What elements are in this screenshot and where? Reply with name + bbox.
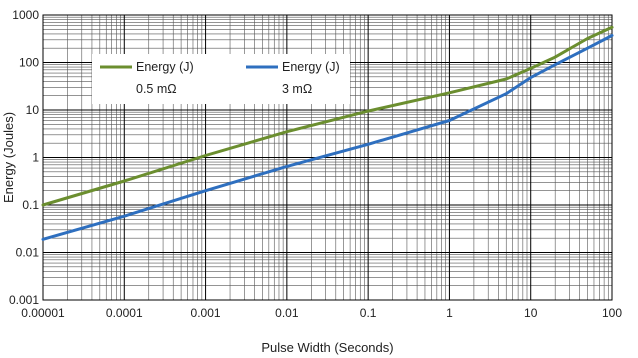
y-tick-label: 0.1 — [22, 198, 39, 212]
series-line-2 — [41, 34, 614, 241]
y-tick-label: 1 — [32, 151, 39, 165]
x-tick-label: 0.1 — [360, 306, 377, 320]
x-axis-title: Pulse Width (Seconds) — [261, 340, 393, 355]
series-line-1 — [41, 25, 614, 207]
y-axis-title: Energy (Joules) — [1, 112, 16, 203]
y-tick-labels: 0.001 0.01 0.1 1 10 100 1000 — [9, 8, 39, 307]
y-tick-label: 0.001 — [9, 293, 39, 307]
y-tick-label: 1000 — [12, 8, 39, 22]
x-tick-label: 100 — [602, 306, 622, 320]
legend-label-2: Energy (J) — [282, 60, 340, 74]
legend-sublabel-1: 0.5 mΩ — [136, 82, 177, 96]
legend-label-1: Energy (J) — [136, 60, 194, 74]
x-tick-label: 10 — [524, 306, 538, 320]
legend-sublabel-2: 3 mΩ — [282, 82, 312, 96]
x-tick-label: 0.00001 — [21, 306, 65, 320]
legend: Energy (J) 0.5 mΩ Energy (J) 3 mΩ — [92, 54, 350, 104]
series-layer — [41, 25, 614, 241]
x-tick-labels: 0.00001 0.0001 0.001 0.01 0.1 1 10 100 — [21, 306, 622, 320]
x-tick-label: 0.0001 — [106, 306, 143, 320]
y-tick-label: 0.01 — [16, 246, 40, 260]
x-tick-label: 1 — [446, 306, 453, 320]
x-tick-label: 0.001 — [191, 306, 221, 320]
plot-frame — [42, 14, 613, 301]
y-tick-label: 10 — [26, 103, 40, 117]
y-tick-label: 100 — [19, 56, 39, 70]
legend-background — [92, 54, 350, 104]
x-tick-label: 0.01 — [275, 306, 299, 320]
